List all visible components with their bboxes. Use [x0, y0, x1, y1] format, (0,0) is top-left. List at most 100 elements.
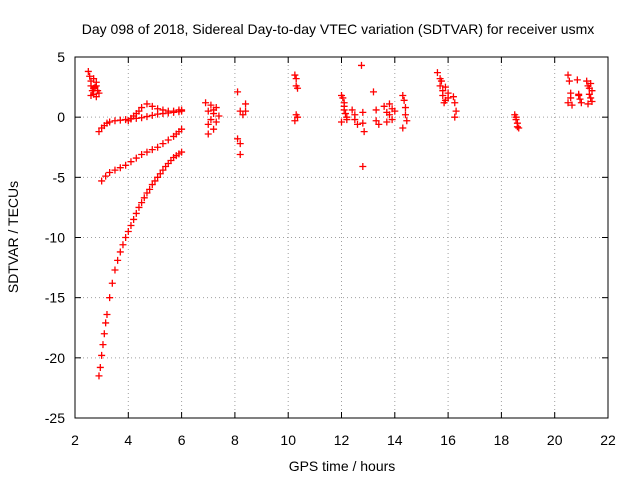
data-point — [401, 111, 409, 119]
data-point — [339, 94, 347, 102]
data-point — [106, 169, 114, 177]
data-point — [357, 61, 365, 69]
data-point — [587, 79, 595, 87]
data-point — [178, 148, 186, 156]
data-point — [451, 99, 459, 107]
data-point — [583, 77, 591, 85]
data-point — [588, 87, 596, 95]
data-point — [95, 89, 103, 97]
data-point — [132, 209, 140, 217]
data-point — [99, 341, 107, 349]
data-point — [143, 189, 151, 197]
data-point — [114, 256, 122, 264]
data-point — [148, 146, 156, 154]
data-point — [210, 106, 218, 114]
data-point — [202, 99, 210, 107]
x-tick-label: 6 — [178, 432, 186, 448]
data-point — [204, 120, 212, 128]
data-point — [138, 199, 146, 207]
data-point — [515, 124, 523, 132]
data-point — [98, 351, 106, 359]
data-point — [87, 92, 95, 100]
data-point — [119, 241, 127, 249]
data-point — [292, 75, 300, 83]
data-point — [585, 90, 593, 98]
y-tick-label: -25 — [45, 410, 65, 426]
data-point — [449, 93, 457, 101]
data-point — [84, 67, 92, 75]
data-point — [204, 130, 212, 138]
data-point — [127, 221, 135, 229]
data-point — [372, 106, 380, 114]
data-point — [401, 104, 409, 112]
y-tick-label: -20 — [45, 350, 65, 366]
data-point — [135, 107, 143, 115]
data-point — [452, 107, 460, 115]
data-point — [440, 99, 448, 107]
data-point — [92, 82, 100, 90]
axis-ticks: 2 4 6 8 10 12 14 16 18 20 22 -25 -20 -15 -10 -5 0 5 — [45, 49, 616, 448]
data-point — [433, 69, 441, 77]
data-point — [573, 76, 581, 84]
data-point — [399, 124, 407, 132]
data-point — [159, 140, 167, 148]
data-point — [577, 99, 585, 107]
y-axis-label: SDTVAR / TECUs — [5, 181, 21, 293]
data-point — [369, 88, 377, 96]
data-point — [338, 118, 345, 126]
x-tick-label: 14 — [387, 432, 403, 448]
data-point — [148, 181, 156, 189]
data-point — [236, 140, 244, 148]
data-point — [86, 72, 94, 80]
data-point — [111, 166, 119, 174]
data-point — [359, 119, 367, 127]
x-tick-label: 20 — [547, 432, 563, 448]
data-point — [154, 105, 162, 113]
data-point — [138, 150, 146, 158]
x-tick-label: 2 — [71, 432, 79, 448]
data-point — [100, 330, 108, 338]
y-tick-label: -15 — [45, 290, 65, 306]
data-point — [91, 83, 99, 91]
data-point — [360, 128, 368, 136]
data-point — [239, 111, 247, 119]
data-point — [385, 111, 393, 119]
data-point — [103, 311, 111, 319]
data-point — [385, 100, 393, 108]
data-point — [143, 100, 151, 108]
data-point — [154, 173, 162, 181]
data-point — [575, 92, 583, 100]
grid-lines — [75, 57, 608, 418]
data-point — [212, 118, 220, 126]
data-point — [122, 161, 130, 169]
data-point — [207, 116, 215, 124]
x-tick-label: 22 — [600, 432, 616, 448]
data-point — [146, 185, 154, 193]
data-point — [159, 106, 167, 114]
data-point — [437, 77, 445, 85]
data-point — [451, 113, 459, 121]
data-point — [372, 117, 380, 125]
data-point — [375, 120, 383, 128]
data-point — [436, 82, 444, 90]
data-point — [204, 107, 212, 115]
x-tick-label: 18 — [494, 432, 510, 448]
data-point — [359, 163, 367, 171]
data-point — [512, 113, 520, 121]
data-point — [102, 172, 110, 180]
data-points — [84, 61, 596, 380]
data-point — [567, 94, 575, 102]
data-point — [294, 113, 302, 121]
data-point — [565, 77, 573, 85]
data-point — [210, 125, 218, 133]
data-point — [170, 107, 178, 115]
data-point — [576, 95, 584, 103]
data-point — [587, 94, 595, 102]
data-point — [359, 108, 367, 116]
data-point — [400, 96, 408, 104]
data-point — [441, 83, 449, 91]
data-point — [380, 102, 388, 110]
data-point — [130, 215, 138, 223]
data-point — [132, 154, 140, 162]
